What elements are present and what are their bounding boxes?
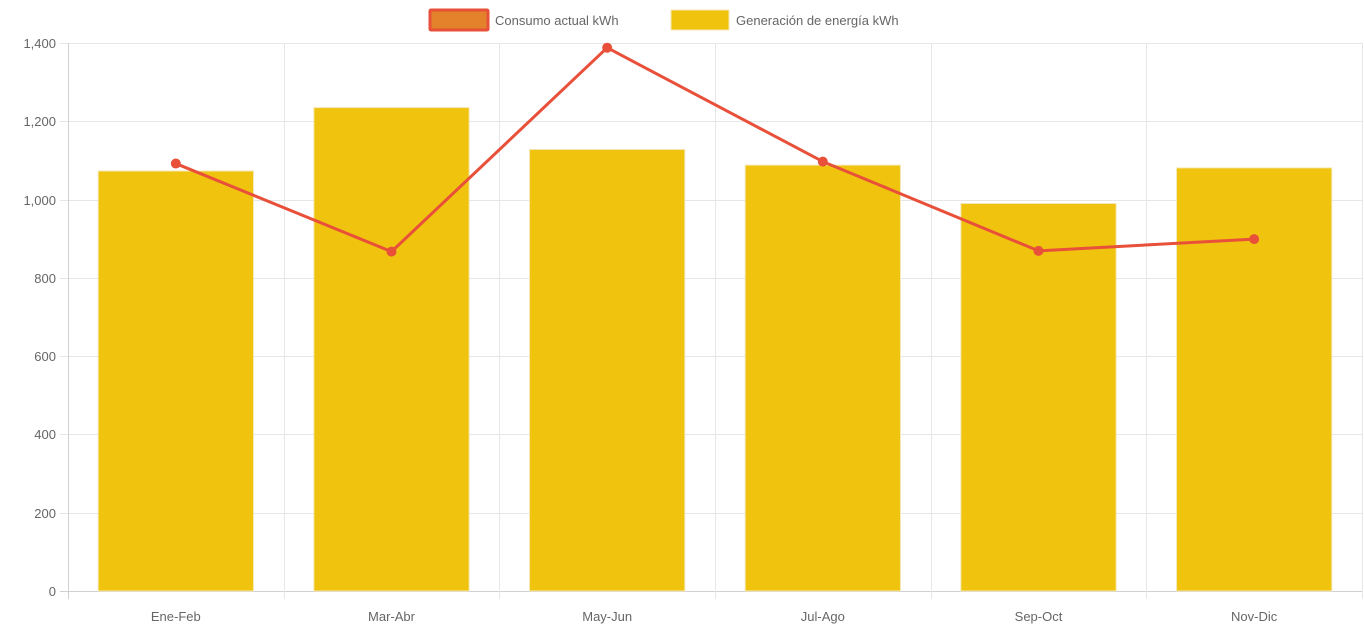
x-tick-label: Jul-Ago (801, 609, 845, 624)
x-tick-label: Ene-Feb (151, 609, 201, 624)
grid-lines (60, 43, 1363, 599)
line-series (170, 42, 1260, 257)
line-point (170, 158, 181, 169)
axes: 0 200 400 600 800 1,000 1,200 1,400 Ene-Feb Mar-A… (23, 36, 1277, 624)
y-tick-label: 200 (34, 506, 56, 521)
y-tick-label: 1,200 (23, 114, 56, 129)
line-point (602, 42, 613, 53)
y-tick-label: 0 (49, 584, 56, 599)
y-tick-label: 1,400 (23, 36, 56, 51)
line-point (386, 246, 397, 257)
y-tick-label: 600 (34, 349, 56, 364)
legend-item-generacion[interactable]: Generación de energía kWh (670, 9, 899, 31)
bar (97, 170, 254, 592)
legend[interactable]: Consumo actual kWh Generación de energía… (428, 8, 899, 32)
bar (313, 107, 470, 592)
bar (529, 148, 686, 592)
line-point (1249, 234, 1260, 245)
legend-swatch-consumo[interactable] (428, 8, 490, 32)
x-tick-label: May-Jun (582, 609, 632, 624)
line-path (175, 46, 1255, 254)
legend-label-generacion[interactable]: Generación de energía kWh (736, 13, 899, 28)
line-point (817, 156, 828, 167)
legend-swatch-generacion[interactable] (670, 9, 730, 31)
legend-item-consumo[interactable]: Consumo actual kWh (428, 8, 619, 32)
y-tick-label: 400 (34, 427, 56, 442)
bar (1176, 167, 1333, 592)
x-tick-label: Mar-Abr (368, 609, 416, 624)
x-tick-label: Sep-Oct (1015, 609, 1063, 624)
x-tick-label: Nov-Dic (1231, 609, 1278, 624)
bar (960, 202, 1117, 592)
line-point (1033, 245, 1044, 256)
legend-label-consumo[interactable]: Consumo actual kWh (495, 13, 619, 28)
y-tick-label: 800 (34, 271, 56, 286)
bar (744, 164, 901, 592)
y-tick-label: 1,000 (23, 193, 56, 208)
